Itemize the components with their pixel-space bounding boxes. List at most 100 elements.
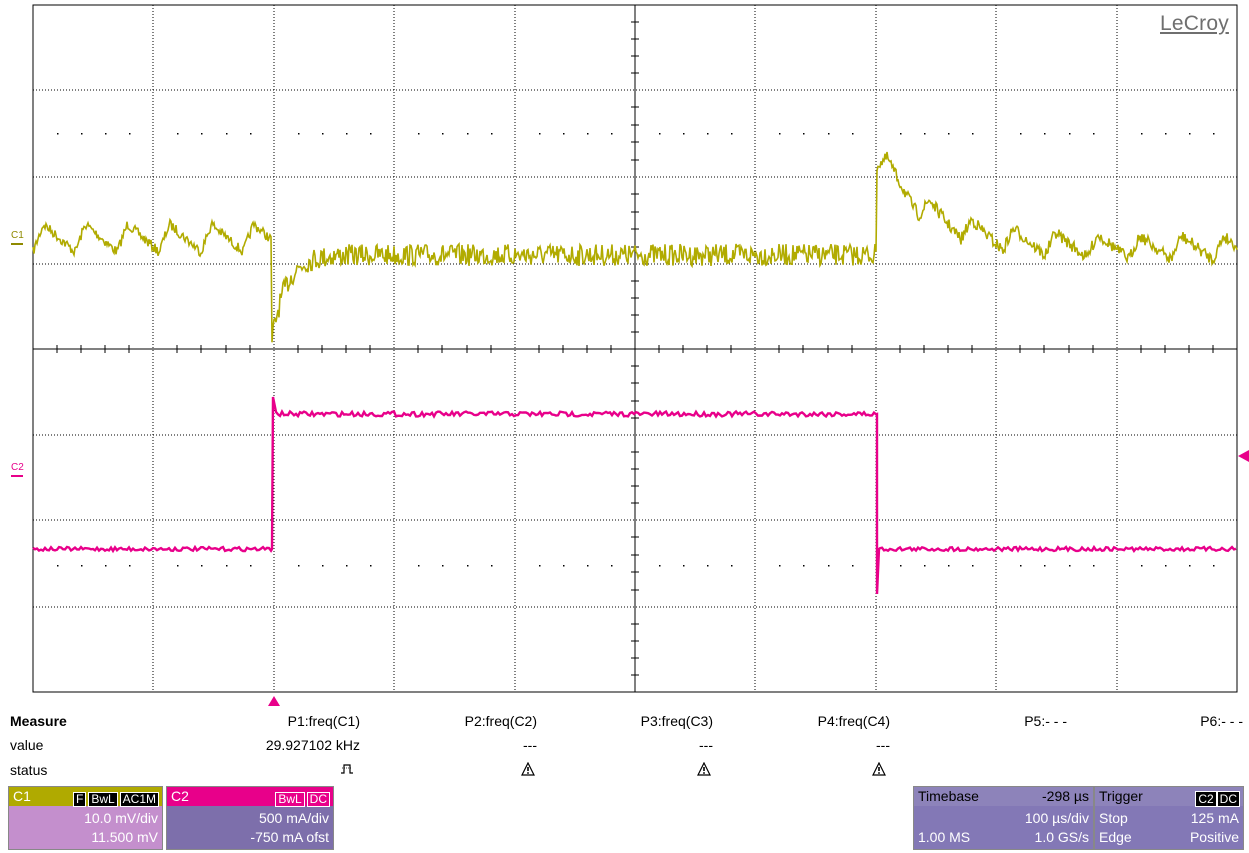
grid-dot bbox=[731, 565, 733, 567]
grid-dot bbox=[1213, 133, 1215, 135]
grid-dot bbox=[467, 133, 469, 135]
grid-dot bbox=[57, 565, 59, 567]
warning-icon bbox=[872, 762, 886, 776]
param-p5-name[interactable]: P5:- - - bbox=[1024, 713, 1067, 729]
grid-dot bbox=[467, 565, 469, 567]
grid-dot bbox=[611, 133, 613, 135]
grid-dot bbox=[370, 565, 372, 567]
trigger-level-marker[interactable] bbox=[1238, 450, 1249, 462]
timebase-label: Timebase bbox=[918, 788, 979, 804]
trigger-slope: Positive bbox=[1189, 829, 1239, 845]
grid-dot bbox=[491, 565, 493, 567]
timebase-rate: 1.0 GS/s bbox=[1034, 829, 1089, 845]
timebase-box[interactable]: Timebase -298 µs 100 µs/div 1.00 MS 1.0 … bbox=[913, 786, 1094, 850]
grid-dot bbox=[105, 565, 107, 567]
grid-dot bbox=[900, 565, 902, 567]
grid-dot bbox=[659, 565, 661, 567]
c1-descriptor-box[interactable]: C1 F BwL AC1M 10.0 mV/div 11.500 mV bbox=[8, 786, 163, 850]
grid-dot bbox=[201, 565, 203, 567]
grid-dot bbox=[1141, 565, 1143, 567]
grid-dot bbox=[828, 133, 830, 135]
grid-dot bbox=[659, 133, 661, 135]
timebase-delay: -298 µs bbox=[1042, 788, 1089, 804]
c1-tag-bwl: BwL bbox=[88, 792, 118, 807]
grid-dot bbox=[828, 565, 830, 567]
timebase-tdiv: 100 µs/div bbox=[1024, 810, 1089, 826]
warning-icon bbox=[521, 762, 535, 776]
c1-tag-filter: F bbox=[72, 792, 87, 807]
grid-dot bbox=[250, 565, 252, 567]
param-p6-name[interactable]: P6:- - - bbox=[1200, 713, 1243, 729]
param-p1-value: 29.927102 kHz bbox=[265, 737, 360, 753]
grid-dot bbox=[346, 133, 348, 135]
grid-dot bbox=[539, 133, 541, 135]
grid-dot bbox=[707, 133, 709, 135]
grid-dot bbox=[948, 565, 950, 567]
param-p2-name[interactable]: P2:freq(C2) bbox=[464, 713, 537, 729]
grid-dot bbox=[1093, 133, 1095, 135]
grid-dot bbox=[1213, 565, 1215, 567]
grid-dot bbox=[57, 133, 59, 135]
grid-dot bbox=[779, 133, 781, 135]
trigger-level: 125 mA bbox=[1190, 810, 1239, 826]
graticule bbox=[32, 4, 1238, 693]
measure-title: Measure bbox=[10, 713, 67, 729]
grid-dot bbox=[1189, 565, 1191, 567]
grid-dot bbox=[611, 565, 613, 567]
grid-dot bbox=[322, 565, 324, 567]
grid-dot bbox=[442, 565, 444, 567]
warning-icon bbox=[697, 762, 711, 776]
trigger-coupling: DC bbox=[1216, 791, 1240, 807]
param-p4-name[interactable]: P4:freq(C4) bbox=[817, 713, 890, 729]
grid-dot bbox=[803, 565, 805, 567]
grid-dot bbox=[226, 565, 228, 567]
grid-dot bbox=[683, 133, 685, 135]
grid-dot bbox=[1165, 565, 1167, 567]
grid-dot bbox=[683, 565, 685, 567]
grid-dot bbox=[1189, 133, 1191, 135]
param-p4-value: --- bbox=[876, 737, 890, 753]
grid-dot bbox=[1020, 565, 1022, 567]
trigger-label: Trigger bbox=[1099, 788, 1143, 804]
grid-dot bbox=[1165, 133, 1167, 135]
grid-dot bbox=[226, 133, 228, 135]
grid-dot bbox=[563, 565, 565, 567]
grid-dot bbox=[563, 133, 565, 135]
grid-dot bbox=[370, 133, 372, 135]
c1-vdiv: 10.0 mV/div bbox=[84, 810, 158, 826]
grid-dot bbox=[81, 565, 83, 567]
grid-dot bbox=[1044, 565, 1046, 567]
grid-dot bbox=[322, 133, 324, 135]
grid-dot bbox=[105, 133, 107, 135]
trigger-mode: Stop bbox=[1099, 810, 1128, 826]
grid-dot bbox=[707, 565, 709, 567]
c1-offset: 11.500 mV bbox=[91, 829, 158, 845]
c2-tag-coupling: DC bbox=[306, 792, 330, 807]
grid-dot bbox=[972, 565, 974, 567]
grid-dot bbox=[250, 133, 252, 135]
param-p3-value: --- bbox=[699, 737, 713, 753]
measure-row-value: value bbox=[10, 737, 44, 753]
c2-trace bbox=[32, 396, 1237, 595]
c2-descriptor-box[interactable]: C2 BwL DC 500 mA/div -750 mA ofst bbox=[166, 786, 334, 850]
c2-tag-bwl: BwL bbox=[275, 792, 305, 807]
grid-dot bbox=[779, 565, 781, 567]
grid-dot bbox=[129, 133, 131, 135]
param-p3-name[interactable]: P3:freq(C3) bbox=[640, 713, 713, 729]
lecroy-logo: LeCroy bbox=[1160, 12, 1229, 35]
grid-dot bbox=[177, 565, 179, 567]
trigger-position-marker[interactable] bbox=[268, 696, 280, 706]
trigger-box[interactable]: Trigger C2 DC Stop 125 mA Edge Positive bbox=[1094, 786, 1244, 850]
param-p1-name[interactable]: P1:freq(C1) bbox=[287, 713, 360, 729]
trigger-type: Edge bbox=[1099, 829, 1132, 845]
grid-dot bbox=[418, 133, 420, 135]
scope-display bbox=[32, 4, 1238, 693]
grid-dot bbox=[201, 133, 203, 135]
grid-dot bbox=[852, 565, 854, 567]
c2-vdiv: 500 mA/div bbox=[258, 810, 329, 826]
grid-dot bbox=[491, 133, 493, 135]
grid-dot bbox=[948, 133, 950, 135]
c1-trace bbox=[32, 151, 1238, 343]
timebase-samples: 1.00 MS bbox=[918, 829, 971, 845]
grid-dot bbox=[177, 133, 179, 135]
